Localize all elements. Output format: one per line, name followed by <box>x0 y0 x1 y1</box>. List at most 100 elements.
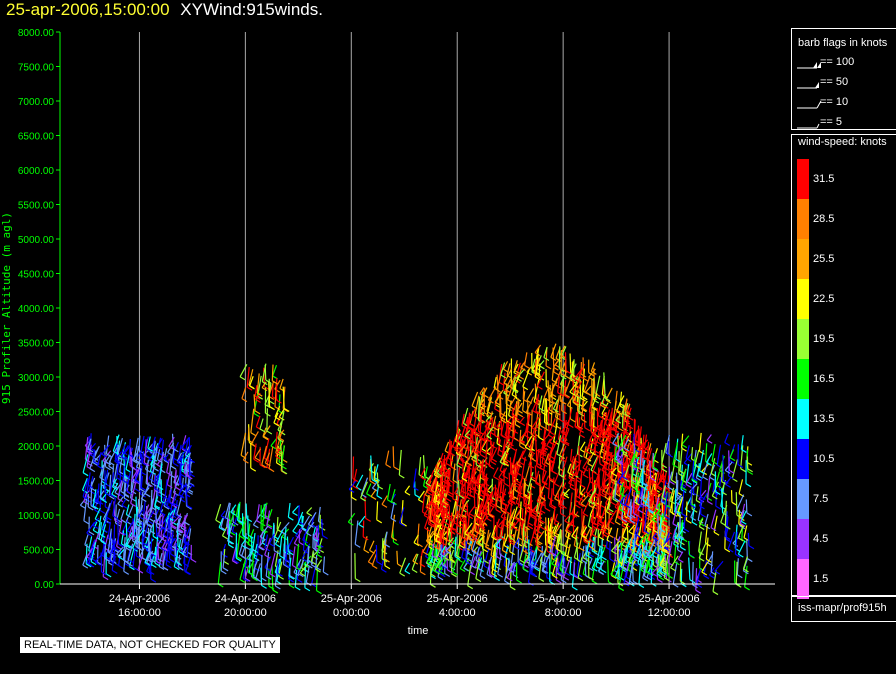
wind-barb <box>512 376 517 390</box>
wind-barb <box>354 520 359 545</box>
wind-barb-flag <box>82 564 89 569</box>
wind-barb <box>100 461 106 485</box>
wind-barb <box>427 526 433 540</box>
wind-barb <box>512 448 518 465</box>
wind-barb <box>116 546 124 555</box>
wind-barb <box>176 518 180 530</box>
wind-barb <box>434 559 442 572</box>
wind-barb-flag <box>222 567 229 572</box>
wind-barb-flag <box>552 574 558 579</box>
wind-barb <box>299 563 309 574</box>
wind-barb-flag <box>648 510 655 515</box>
wind-barb-flag <box>178 566 184 571</box>
wind-barb-flag <box>181 524 187 529</box>
wind-barb-flag <box>283 563 289 569</box>
wind-barb <box>724 511 728 537</box>
wind-barb-flag <box>239 578 246 584</box>
wind-barb-flag <box>523 495 530 500</box>
wind-barb-flag <box>509 551 515 556</box>
wind-barb-flag <box>532 410 538 415</box>
wind-barb-flag <box>624 413 631 418</box>
speed-swatch <box>797 319 809 359</box>
wind-barb <box>613 446 618 461</box>
wind-barb-flag <box>255 577 262 582</box>
wind-barb-flag <box>648 508 655 513</box>
wind-barb-flag <box>502 501 508 507</box>
wind-barb-flag <box>512 478 519 483</box>
wind-barb-flag <box>469 571 475 576</box>
wind-barb <box>680 433 684 449</box>
y-tick-label: 1000.00 <box>18 511 55 522</box>
wind-barb-flag <box>627 416 634 421</box>
wind-barb-flag <box>485 546 492 551</box>
wind-barb <box>606 466 615 476</box>
wind-barb-flag <box>578 547 585 552</box>
wind-barb <box>252 532 256 550</box>
wind-barb-flag <box>600 428 607 433</box>
wind-barb <box>698 517 704 524</box>
wind-barb-flag <box>121 456 127 461</box>
wind-barb-flag <box>642 577 649 582</box>
wind-barb-flag <box>289 575 296 580</box>
wind-barb-flag <box>739 522 746 527</box>
x-tick-label: 8:00:00 <box>545 607 582 619</box>
wind-barb-flag <box>471 458 477 463</box>
wind-barb-flag <box>181 551 187 556</box>
wind-barb-flag <box>504 580 510 585</box>
wind-barb <box>114 504 117 524</box>
wind-barb-flag <box>745 483 752 488</box>
wind-barb-flag <box>656 573 663 578</box>
wind-barb <box>519 501 522 519</box>
wind-barb <box>648 494 654 510</box>
wind-barb-flag <box>646 570 652 575</box>
wind-barb-flag <box>519 559 526 564</box>
wind-barb-flag <box>482 506 488 511</box>
wind-barb-flag <box>294 586 301 591</box>
wind-barb-flag <box>523 505 529 510</box>
wind-barb-flag <box>232 521 239 526</box>
wind-barb <box>584 528 591 541</box>
wind-barb <box>239 364 248 378</box>
wind-barb-flag <box>625 519 632 524</box>
wind-barb <box>593 437 599 451</box>
wind-barb <box>523 352 528 366</box>
wind-barb <box>120 445 129 458</box>
wind-barb <box>352 456 355 479</box>
wind-barb-flag <box>371 479 378 484</box>
wind-barb-flag <box>269 573 276 578</box>
wind-barb-flag <box>529 513 536 518</box>
wind-barb <box>519 540 526 561</box>
wind-barb <box>177 554 181 568</box>
wind-barb-flag <box>679 484 686 489</box>
wind-barb-flag <box>162 547 168 552</box>
wind-barb <box>539 503 543 520</box>
wind-barb-flag <box>543 485 550 490</box>
wind-barb <box>149 519 156 531</box>
wind-barb <box>538 418 541 438</box>
wind-barb <box>475 532 483 544</box>
wind-barb <box>615 446 624 455</box>
wind-barb <box>355 474 364 488</box>
wind-barb <box>639 533 649 543</box>
wind-barb <box>475 547 480 561</box>
wind-barb <box>681 489 685 514</box>
wind-barb-flag <box>550 356 557 361</box>
wind-barb <box>287 503 291 518</box>
wind-barb-flag <box>276 399 282 404</box>
wind-barb <box>517 522 521 538</box>
wind-barb-flag <box>136 518 143 523</box>
wind-barb <box>589 504 596 516</box>
speed-label: 28.5 <box>813 213 835 225</box>
wind-barb-flag <box>721 491 727 496</box>
wind-barb-flag <box>627 425 634 430</box>
wind-barb-flag <box>384 543 391 548</box>
wind-barb <box>279 536 283 556</box>
wind-barb-flag <box>437 566 444 571</box>
wind-barb <box>483 473 488 488</box>
wind-barb-flag <box>548 434 554 439</box>
wind-barb <box>504 421 510 436</box>
wind-barb-flag <box>169 558 176 563</box>
wind-barb <box>478 479 488 490</box>
wind-barb <box>746 456 749 469</box>
wind-barb <box>643 522 647 535</box>
